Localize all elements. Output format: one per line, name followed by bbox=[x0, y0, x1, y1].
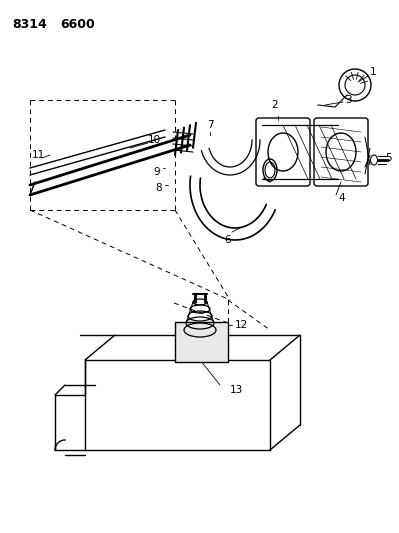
Text: 6: 6 bbox=[225, 235, 231, 245]
Text: 9: 9 bbox=[153, 167, 160, 177]
Text: 10: 10 bbox=[148, 135, 161, 145]
Text: 8314: 8314 bbox=[12, 18, 47, 31]
Text: 12: 12 bbox=[235, 320, 248, 330]
Text: 4: 4 bbox=[338, 193, 345, 203]
Text: 5: 5 bbox=[385, 153, 392, 163]
Text: 6600: 6600 bbox=[60, 18, 95, 31]
Text: 2: 2 bbox=[272, 100, 279, 110]
Text: 8: 8 bbox=[155, 183, 162, 193]
Text: 13: 13 bbox=[230, 385, 243, 395]
Text: 1: 1 bbox=[370, 67, 377, 77]
Text: 11: 11 bbox=[32, 150, 45, 160]
Polygon shape bbox=[175, 322, 228, 362]
Text: 3: 3 bbox=[345, 95, 352, 105]
Text: 7: 7 bbox=[207, 120, 213, 130]
